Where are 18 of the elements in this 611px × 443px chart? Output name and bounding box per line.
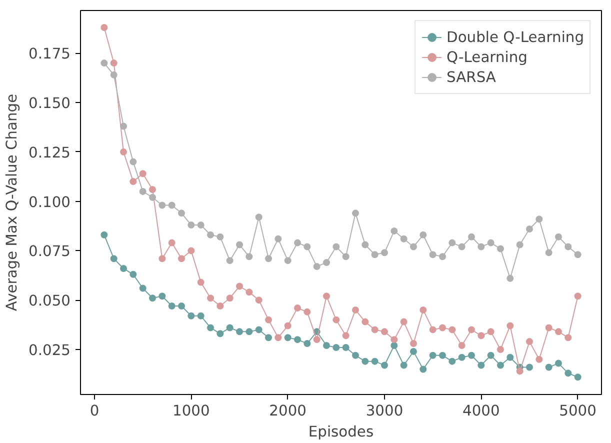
x-axis-title: Episodes — [308, 424, 374, 440]
y-tick-label: 0.075 — [28, 243, 71, 260]
y-tick-label: 0.100 — [28, 194, 71, 211]
y-tick-label: 0.150 — [28, 95, 71, 112]
x-tick-label: 3000 — [366, 402, 404, 420]
x-tick-label: 2000 — [269, 402, 306, 420]
legend-label: Q-Learning — [446, 48, 528, 66]
x-tick-label: 5000 — [559, 402, 596, 420]
legend-label: SARSA — [446, 68, 496, 86]
y-tick-label: 0.175 — [28, 46, 71, 63]
x-tick-label: 4000 — [462, 402, 500, 420]
legend-label: Double Q-Learning — [446, 28, 584, 46]
x-tick-label: 0 — [90, 402, 100, 420]
x-tick-label: 1000 — [172, 402, 210, 420]
y-axis-title: Average Max Q-Value Change — [4, 94, 21, 312]
y-tick-label: 0.125 — [28, 144, 71, 162]
y-tick-label: 0.025 — [28, 342, 71, 359]
y-tick-label: 0.050 — [28, 292, 71, 310]
